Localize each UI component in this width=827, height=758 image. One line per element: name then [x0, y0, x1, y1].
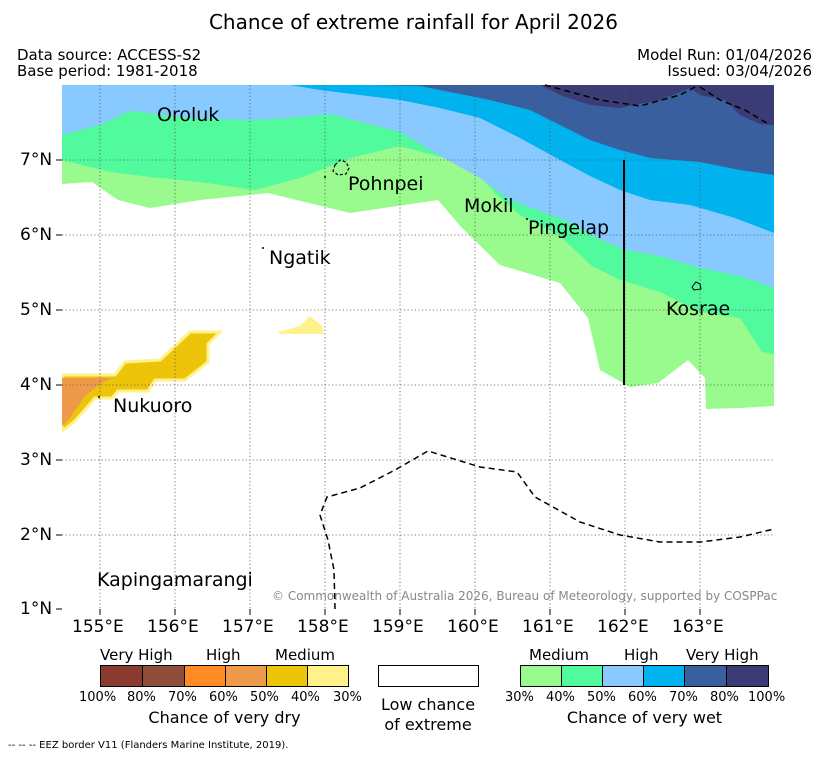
- place-pingelap: Pingelap: [528, 217, 610, 239]
- wet-caption: Chance of very wet: [566, 708, 723, 727]
- eez-footnote: -- -- -- EEZ border V11 (Flanders Marine…: [8, 740, 289, 751]
- wet-tier-very-high: Very High: [686, 646, 759, 664]
- place-oroluk: Oroluk: [157, 104, 220, 126]
- lat-label: 5°N: [20, 300, 53, 320]
- dry-swatch-1: [100, 665, 143, 687]
- low-chance-line1: Low chance: [380, 695, 476, 714]
- wet-pct: 50%: [587, 690, 616, 705]
- lon-label: 159°E: [372, 617, 424, 637]
- dry-swatch-6: [307, 665, 349, 687]
- lat-label: 6°N: [20, 225, 53, 245]
- lon-label: 162°E: [597, 617, 649, 637]
- model-run-text: Model Run: 01/04/2026: [637, 46, 812, 64]
- nukuoro-dot: [98, 396, 100, 398]
- lat-label: 4°N: [20, 375, 53, 395]
- dry-pct: 30%: [333, 690, 362, 705]
- place-kosrae: Kosrae: [666, 298, 731, 320]
- dry-pct: 100%: [79, 690, 117, 705]
- wet-swatch-6: [726, 665, 769, 687]
- wet-pct: 40%: [546, 690, 575, 705]
- lon-label: 157°E: [222, 617, 274, 637]
- lon-label: 155°E: [72, 617, 124, 637]
- lat-label: 7°N: [20, 150, 53, 170]
- wet-pct: 60%: [628, 690, 657, 705]
- lat-label: 2°N: [20, 525, 53, 545]
- dry-medium-low-spot: [278, 316, 324, 334]
- dry-tier-medium: Medium: [275, 646, 335, 664]
- wet-very-high-low-band: [375, 85, 774, 175]
- lon-label: 163°E: [672, 617, 724, 637]
- wet-swatch-2: [561, 665, 603, 687]
- pohnpei-island: [332, 159, 350, 176]
- lon-label: 156°E: [147, 617, 199, 637]
- base-period-text: Base period: 1981-2018: [17, 62, 198, 80]
- kosrae-island: [691, 281, 702, 291]
- wet-swatch-4: [643, 665, 685, 687]
- meta-left: Data source: ACCESS-S2 Base period: 1981…: [17, 47, 201, 79]
- axis-ticks: [56, 159, 701, 615]
- gridlines: [62, 85, 774, 609]
- place-kapingamarangi: Kapingamarangi: [97, 569, 253, 591]
- place-mokil: Mokil: [464, 195, 514, 217]
- dry-high-low-band: [62, 378, 112, 426]
- wet-tier-high: High: [624, 646, 659, 664]
- pingelap-dot: [526, 218, 528, 220]
- dry-pct: 40%: [291, 690, 320, 705]
- dry-medium-high-band: [62, 330, 224, 433]
- pohnpei-dot: [324, 176, 326, 178]
- wet-very-high-high-band: [540, 85, 774, 125]
- dry-tier-high: High: [206, 646, 241, 664]
- lat-label: 3°N: [20, 450, 53, 470]
- dry-tier-very-high: Very High: [100, 646, 173, 664]
- lon-label: 158°E: [297, 617, 349, 637]
- wet-pct: 100%: [748, 690, 786, 705]
- wet-pct: 80%: [710, 690, 739, 705]
- dry-pct: 70%: [168, 690, 197, 705]
- place-nukuoro: Nukuoro: [113, 395, 193, 417]
- wet-swatch-5: [684, 665, 727, 687]
- dry-swatch-2: [142, 665, 185, 687]
- lat-label: 1°N: [20, 599, 53, 619]
- ngatik-dot: [262, 247, 264, 249]
- dry-pct: 60%: [209, 690, 238, 705]
- dry-pct: 50%: [250, 690, 279, 705]
- dry-swatch-4: [225, 665, 267, 687]
- low-chance-line2: of extreme: [384, 715, 472, 734]
- meta-right: Model Run: 01/04/2026 Issued: 03/04/2026: [637, 47, 812, 79]
- dry-caption: Chance of very dry: [148, 708, 301, 727]
- wet-swatch-1: [520, 665, 562, 687]
- wet-tier-medium: Medium: [529, 646, 589, 664]
- dry-swatch-5: [266, 665, 308, 687]
- issued-text: Issued: 03/04/2026: [667, 62, 812, 80]
- map-title: Chance of extreme rainfall for April 202…: [208, 10, 619, 34]
- wet-swatch-3: [602, 665, 644, 687]
- eez-border: [319, 84, 775, 610]
- place-pohnpei: Pohnpei: [348, 173, 424, 195]
- place-ngatik: Ngatik: [269, 247, 331, 269]
- data-source-text: Data source: ACCESS-S2: [17, 46, 202, 64]
- dry-swatch-3: [184, 665, 226, 687]
- low-chance-swatch: [378, 665, 479, 687]
- wet-pct: 70%: [669, 690, 698, 705]
- lon-label: 161°E: [522, 617, 574, 637]
- copyright-text: © Commonwealth of Australia 2026, Bureau…: [272, 589, 778, 603]
- wet-pct: 30%: [505, 690, 534, 705]
- lon-label: 160°E: [447, 617, 499, 637]
- dry-pct: 80%: [127, 690, 156, 705]
